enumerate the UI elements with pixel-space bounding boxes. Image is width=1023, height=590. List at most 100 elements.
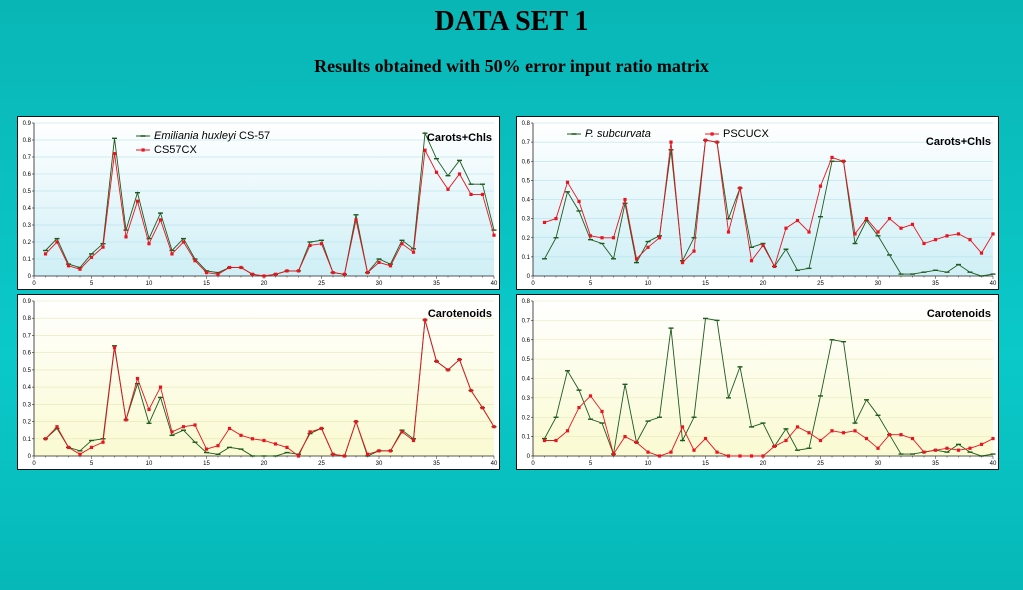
data-point	[469, 192, 473, 196]
y-tick-label: 0.4	[522, 377, 531, 383]
y-tick-label: 0.3	[522, 217, 531, 223]
data-point	[646, 450, 650, 454]
data-point	[400, 242, 404, 246]
x-tick-label: 20	[261, 461, 268, 467]
x-tick-label: 35	[433, 461, 440, 467]
data-point	[968, 238, 972, 242]
data-point	[588, 234, 593, 238]
x-tick-label: 40	[491, 461, 498, 467]
y-tick-label: 0	[527, 274, 531, 280]
data-point	[147, 242, 151, 246]
series-line-0	[544, 139, 994, 277]
x-tick-label: 25	[817, 461, 824, 467]
data-point	[680, 261, 685, 265]
data-point	[89, 255, 94, 259]
data-point	[703, 138, 708, 142]
data-point	[434, 359, 439, 363]
x-tick-label: 10	[146, 461, 153, 467]
data-point	[749, 454, 754, 458]
x-tick-label: 0	[32, 461, 36, 467]
y-tick-label: 0.6	[23, 172, 32, 178]
data-point	[193, 259, 197, 263]
x-tick-label: 15	[203, 281, 210, 287]
x-tick-label: 0	[531, 461, 535, 467]
data-point	[703, 436, 708, 441]
data-point	[991, 232, 995, 236]
y-tick-label: 0.5	[522, 357, 531, 363]
y-tick-label: 0.1	[23, 437, 32, 443]
data-point	[565, 429, 570, 433]
legend-swatch-marker	[141, 148, 145, 152]
x-tick-label: 5	[90, 461, 94, 467]
data-point	[124, 235, 128, 239]
data-point	[887, 433, 892, 437]
data-point	[600, 409, 604, 414]
data-point	[933, 448, 938, 452]
series-line-0	[544, 317, 994, 457]
x-tick-label: 15	[203, 461, 210, 467]
data-point	[388, 264, 393, 268]
x-tick-label: 5	[90, 281, 94, 287]
data-point	[922, 241, 926, 246]
data-point	[818, 184, 823, 188]
data-point	[308, 243, 312, 247]
chart-panel-label: Carots+Chls	[427, 132, 492, 144]
data-point	[158, 385, 163, 389]
data-point	[342, 272, 347, 276]
data-point	[112, 345, 117, 350]
data-point	[657, 236, 662, 240]
data-point	[623, 435, 627, 439]
x-tick-label: 15	[702, 281, 709, 287]
data-point	[726, 230, 731, 234]
y-tick-label: 0.1	[23, 257, 32, 263]
data-point	[876, 446, 880, 450]
data-point	[830, 429, 834, 433]
data-point	[841, 431, 846, 435]
data-point	[434, 170, 439, 174]
x-tick-label: 30	[376, 461, 383, 467]
data-point	[749, 259, 754, 263]
data-point	[101, 245, 105, 249]
data-point	[979, 251, 984, 255]
data-point	[308, 430, 312, 434]
data-point	[956, 448, 961, 452]
y-tick-label: 0.3	[23, 402, 32, 408]
data-point	[968, 446, 972, 450]
data-point	[807, 230, 811, 234]
y-tick-label: 0.8	[23, 138, 32, 144]
x-tick-label: 20	[261, 281, 268, 287]
data-point	[273, 442, 278, 446]
chart-panel-label: Carotenoids	[428, 308, 492, 320]
data-point	[577, 199, 581, 204]
y-tick-label: 0.4	[522, 198, 531, 204]
data-point	[611, 452, 616, 456]
data-point	[331, 452, 335, 456]
data-point	[388, 449, 393, 453]
data-point	[807, 431, 811, 435]
data-point	[331, 271, 335, 275]
data-point	[738, 454, 742, 458]
data-point	[492, 425, 496, 429]
x-tick-label: 35	[433, 281, 440, 287]
data-point	[853, 232, 857, 236]
data-point	[830, 155, 834, 160]
y-tick-label: 0.1	[522, 435, 531, 441]
data-point	[342, 454, 347, 458]
data-point	[669, 140, 673, 144]
data-point	[170, 252, 174, 256]
x-tick-label: 25	[318, 461, 325, 467]
legend-label: PSCUCX	[723, 128, 770, 140]
x-tick-label: 10	[645, 281, 652, 287]
data-point	[692, 448, 696, 452]
data-point	[469, 388, 473, 393]
x-tick-label: 20	[760, 461, 767, 467]
data-point	[319, 426, 324, 431]
data-point	[423, 318, 427, 322]
data-point	[89, 445, 94, 449]
data-point	[423, 148, 427, 152]
y-tick-label: 0.2	[23, 420, 32, 426]
chart-panel-label: Carotenoids	[927, 308, 991, 320]
data-point	[135, 376, 140, 381]
x-tick-label: 25	[318, 281, 325, 287]
chart-top-right-svg: 0 0.1 0.2 0.3 0.4 0.5 0.6 0.7 0.8 0 5 10 15 20 25 30 35 4…	[522, 121, 997, 287]
